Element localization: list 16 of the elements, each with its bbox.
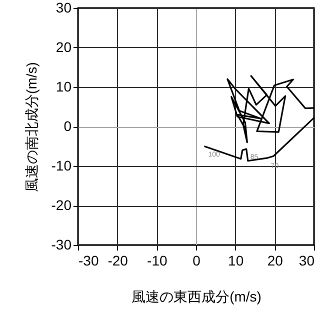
y-tick-label: 30 <box>56 0 72 16</box>
y-tick-label: -20 <box>51 197 72 213</box>
x-axis-title: 風速の東西成分(m/s) <box>132 288 262 304</box>
x-tick-label: -20 <box>108 252 128 268</box>
x-tick-label: 0 <box>192 252 201 268</box>
y-tick-label: 10 <box>56 78 72 94</box>
y-tick-label: -30 <box>51 236 72 252</box>
y-tick-label: 0 <box>64 118 72 134</box>
x-tick-label: -10 <box>147 252 168 268</box>
y-tick-label: -10 <box>51 158 72 174</box>
y-axis-title: 風速の南北成分(m/s) <box>23 62 40 192</box>
y-tick-label: 20 <box>56 39 72 55</box>
x-tick-label: 30 <box>298 252 315 268</box>
x-tick-label: -30 <box>78 252 99 268</box>
x-tick-label: 10 <box>228 252 244 268</box>
x-tick-label: 20 <box>267 252 284 268</box>
